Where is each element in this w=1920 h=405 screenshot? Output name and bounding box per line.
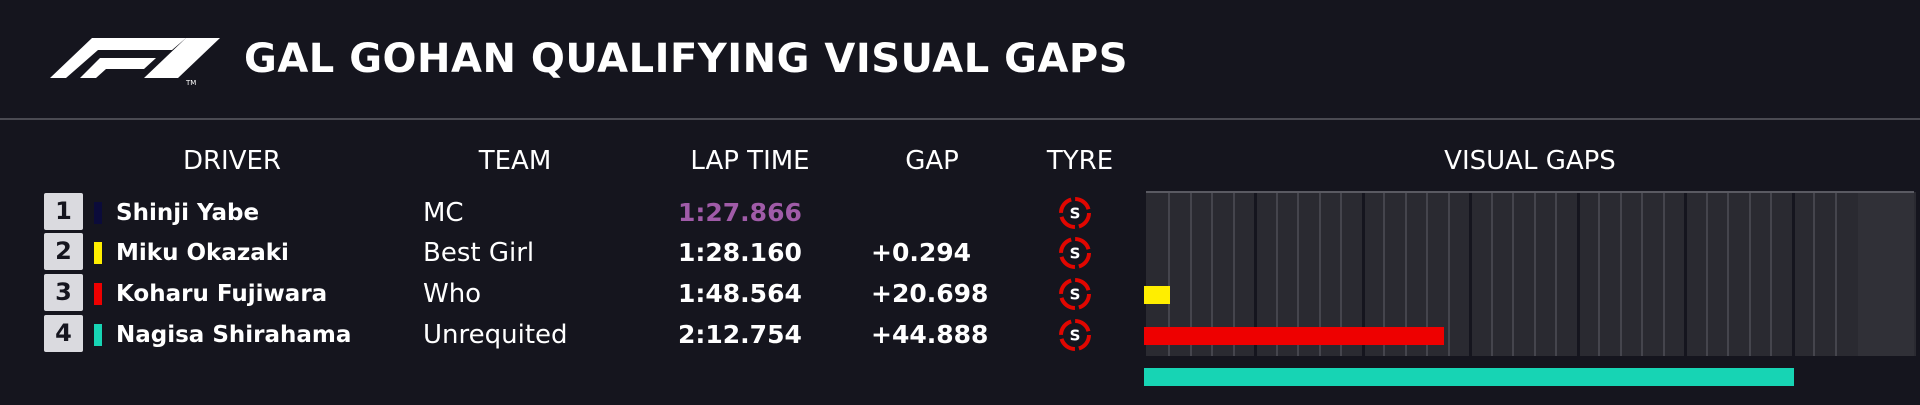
column-header-gap: GAP (905, 146, 959, 176)
visual-gaps-gridline (1748, 192, 1751, 356)
visual-gaps-gridline (1254, 192, 1257, 356)
lap-time: 1:27.866 (678, 198, 802, 227)
gap-value: +20.698 (871, 279, 989, 308)
driver-name: Nagisa Shirahama (116, 322, 352, 348)
visual-gaps-gridline (1641, 192, 1643, 356)
header: TM GAL GOHAN QUALIFYING VISUAL GAPS (0, 0, 1920, 118)
gap-bar (1144, 286, 1170, 304)
lap-time: 1:28.160 (678, 238, 802, 267)
visual-gaps-gridline (1813, 192, 1815, 356)
position-badge: 4 (44, 315, 83, 352)
visual-gaps-gridline (1340, 192, 1342, 356)
driver-name: Shinji Yabe (116, 200, 260, 226)
team-color-swatch (94, 324, 102, 346)
visual-gaps-gridline (1426, 192, 1428, 356)
visual-gaps-top-border (1146, 191, 1914, 193)
visual-gaps-gridline (1469, 192, 1472, 356)
team-name: Who (423, 279, 482, 309)
driver-name: Miku Okazaki (116, 240, 289, 266)
visual-gaps-gridline (1619, 192, 1622, 356)
team-name: Unrequited (423, 320, 568, 350)
team-color-swatch (94, 242, 102, 264)
visual-gaps-gridline (1275, 192, 1278, 356)
team-color-swatch (94, 202, 102, 224)
visual-gaps-gridline (1770, 192, 1772, 356)
lap-time: 1:48.564 (678, 279, 802, 308)
visual-gaps-gridline (1404, 192, 1407, 356)
column-header-driver: DRIVER (182, 146, 282, 176)
visual-gaps-gridline (1211, 192, 1213, 356)
driver-name: Koharu Fujiwara (116, 281, 328, 307)
visual-gaps-gridline (1662, 192, 1665, 356)
position-badge: 1 (44, 193, 83, 230)
trademark-mark: TM (185, 79, 196, 86)
soft-tyre-icon: S (1059, 278, 1091, 310)
visual-gaps-gridline (1576, 192, 1580, 356)
position-badge: 2 (44, 233, 83, 270)
tyre-compound-label: S (1070, 205, 1081, 223)
visual-gaps-gridline (1361, 192, 1365, 356)
tyre-compound-label: S (1070, 327, 1081, 345)
gap-bar (1144, 368, 1794, 386)
table-row: 4 Nagisa Shirahama Unrequited 2:12.754 +44.8… (0, 315, 1920, 355)
visual-gaps-gridline (1555, 192, 1557, 356)
gap-value: +44.888 (871, 320, 989, 349)
visual-gaps-gridline (1189, 192, 1192, 356)
soft-tyre-icon: S (1059, 237, 1091, 269)
visual-gaps-gridline (1684, 192, 1687, 356)
page-title: GAL GOHAN QUALIFYING VISUAL GAPS (244, 36, 1129, 82)
column-header-visual-gaps: VISUAL GAPS (1444, 146, 1616, 176)
table-row: 2 Miku Okazaki Best Girl 1:28.160 +0.294 S (0, 233, 1920, 273)
table-row: 1 Shinji Yabe MC 1:27.866 S (0, 193, 1920, 233)
visual-gaps-gridline (1232, 192, 1235, 356)
column-header-team: TEAM (478, 146, 552, 176)
gap-value: +0.294 (871, 238, 972, 267)
visual-gaps-gridline (1791, 192, 1795, 356)
team-color-swatch (94, 283, 102, 305)
visual-gaps-end-zone (1858, 192, 1914, 356)
column-header-lap-time: LAP TIME (690, 146, 810, 176)
visual-gaps-gridline (1727, 192, 1729, 356)
header-divider (0, 118, 1920, 120)
lap-time: 2:12.754 (678, 320, 802, 349)
team-name: Best Girl (423, 238, 535, 268)
tyre-compound-label: S (1070, 286, 1081, 304)
visual-gaps-gridline (1512, 192, 1514, 356)
position-badge: 3 (44, 274, 83, 311)
gap-bar (1144, 327, 1444, 345)
f1-logo-icon: TM (50, 38, 220, 86)
soft-tyre-icon: S (1059, 197, 1091, 229)
soft-tyre-icon: S (1059, 319, 1091, 351)
tyre-compound-label: S (1070, 245, 1081, 263)
visual-gaps-gridline (1383, 192, 1385, 356)
visual-gaps-gridline (1297, 192, 1299, 356)
table-row: 3 Koharu Fujiwara Who 1:48.564 +20.698 S (0, 274, 1920, 314)
visual-gaps-gridline (1318, 192, 1321, 356)
visual-gaps-gridline (1834, 192, 1837, 356)
visual-gaps-gridline (1168, 192, 1170, 356)
column-header-tyre: TYRE (1046, 146, 1114, 176)
visual-gaps-gridline (1447, 192, 1450, 356)
visual-gaps-gridline (1533, 192, 1536, 356)
visual-gaps-gridline (1490, 192, 1493, 356)
team-name: MC (423, 198, 464, 228)
visual-gaps-gridline (1598, 192, 1600, 356)
visual-gaps-gridline (1705, 192, 1708, 356)
